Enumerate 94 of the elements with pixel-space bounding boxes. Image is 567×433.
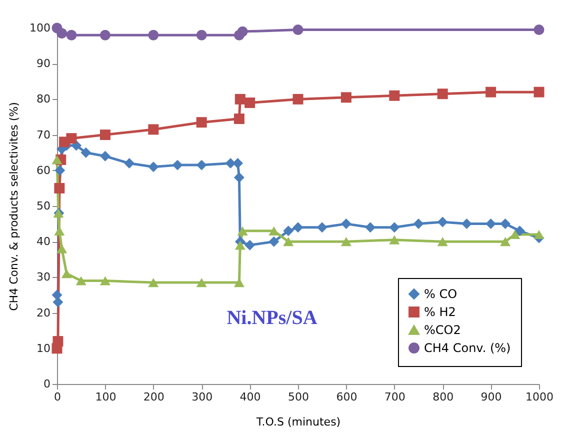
point xyxy=(514,226,525,236)
point xyxy=(244,98,256,108)
point xyxy=(148,30,159,40)
y-tick-label: 80 xyxy=(36,92,50,106)
point xyxy=(232,158,243,169)
point xyxy=(292,94,304,104)
point xyxy=(389,222,400,233)
point xyxy=(66,133,77,144)
point xyxy=(234,94,246,104)
legend-label: CH4 Conv. (%) xyxy=(424,341,511,355)
point xyxy=(100,30,110,40)
point xyxy=(61,269,72,278)
point xyxy=(196,117,207,128)
point xyxy=(486,218,496,230)
legend-label: % CO xyxy=(424,287,458,301)
x-tick-label: 1000 xyxy=(526,390,554,404)
y-tick-label: 30 xyxy=(36,270,50,284)
point xyxy=(437,237,448,246)
point xyxy=(237,226,248,236)
point xyxy=(148,124,159,135)
point xyxy=(52,155,62,164)
y-tick-label: 90 xyxy=(36,57,50,70)
point xyxy=(340,218,352,230)
y-tick-label: 60 xyxy=(36,164,50,177)
point xyxy=(56,28,68,39)
y-tick-label: 50 xyxy=(36,200,50,212)
point xyxy=(316,222,328,233)
y-tick-label: 70 xyxy=(36,128,50,142)
point xyxy=(292,24,304,36)
point xyxy=(268,226,280,236)
point xyxy=(172,160,183,170)
point xyxy=(80,147,92,158)
point xyxy=(196,278,207,288)
point xyxy=(510,230,520,240)
x-tick-label: 200 xyxy=(143,390,164,404)
x-axis-title: T.O.S (minutes) xyxy=(255,416,341,428)
point xyxy=(283,237,294,246)
annotation: Ni.NPs/SA xyxy=(226,307,318,329)
point xyxy=(56,244,68,254)
point xyxy=(500,237,511,246)
point xyxy=(268,236,280,247)
point xyxy=(365,222,376,233)
point xyxy=(76,276,86,286)
point xyxy=(54,165,66,176)
point xyxy=(52,296,64,308)
point xyxy=(52,336,64,347)
y-tick-label: 0 xyxy=(44,378,50,390)
y-axis-title: CH4 Conv. & products selectivites (%) xyxy=(8,102,21,311)
point xyxy=(413,218,424,230)
point xyxy=(234,172,244,183)
x-tick-label: 400 xyxy=(240,390,261,404)
point xyxy=(66,30,77,40)
point xyxy=(437,216,448,228)
y-tick-label: 20 xyxy=(36,306,50,320)
point xyxy=(100,150,110,162)
point xyxy=(340,237,352,246)
point xyxy=(54,182,65,194)
point xyxy=(100,130,110,140)
point xyxy=(100,276,110,286)
point xyxy=(234,114,244,124)
x-tick-label: 700 xyxy=(384,390,406,404)
point xyxy=(124,158,135,169)
x-tick-label: 900 xyxy=(480,390,502,404)
y-tick-label: 10 xyxy=(36,342,50,355)
point xyxy=(292,222,304,233)
point xyxy=(389,235,400,244)
x-tick-label: 500 xyxy=(288,390,309,404)
point xyxy=(196,30,207,40)
point xyxy=(389,90,400,101)
x-tick-label: 0 xyxy=(54,390,61,404)
point xyxy=(237,26,248,37)
point xyxy=(234,240,246,250)
y-tick-label: 40 xyxy=(36,235,50,248)
point xyxy=(340,92,352,103)
point xyxy=(534,86,544,98)
legend-label: %CO2 xyxy=(424,323,461,337)
point xyxy=(148,278,159,288)
x-tick-label: 800 xyxy=(432,390,454,404)
point xyxy=(534,24,544,36)
y-tick-label: 100 xyxy=(30,22,50,34)
x-tick-label: 300 xyxy=(192,390,213,404)
point xyxy=(461,218,472,230)
point xyxy=(500,218,511,230)
point xyxy=(196,160,207,170)
point xyxy=(148,162,159,172)
point xyxy=(52,290,62,300)
point xyxy=(437,88,448,100)
point xyxy=(534,230,544,240)
point xyxy=(244,240,256,250)
legend-label: % H2 xyxy=(424,305,456,319)
x-tick-label: 600 xyxy=(336,390,358,404)
point xyxy=(283,226,294,236)
x-tick-label: 100 xyxy=(95,390,116,404)
point xyxy=(486,86,496,98)
